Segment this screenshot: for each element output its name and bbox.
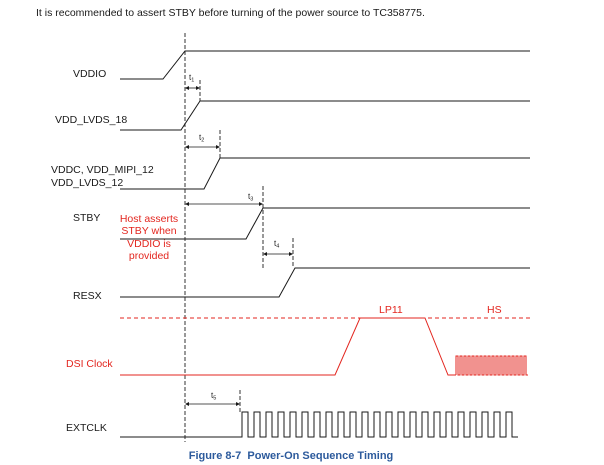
timing-dimension-arrows — [185, 86, 293, 406]
vddio-waveform — [120, 50, 530, 80]
arrowhead-right — [289, 252, 293, 256]
arrowhead-left — [263, 252, 267, 256]
host-assert-annotation: Host asserts STBY when VDDIO is provided — [120, 213, 178, 262]
t2-dimension-arrow — [185, 145, 220, 149]
stby-waveform — [120, 207, 530, 240]
host-note-line: STBY when — [121, 225, 176, 237]
dsi-clock-hs-waveform — [455, 355, 528, 376]
dsi-state-hs: HS — [487, 304, 502, 316]
resx-waveform — [120, 267, 530, 298]
arrowhead-right — [216, 145, 220, 149]
arrowhead-right — [236, 402, 240, 406]
arrowhead-right — [196, 86, 200, 90]
t5-dimension-arrow — [185, 402, 240, 406]
arrowhead-right — [259, 202, 263, 206]
t5-label: t5 — [211, 391, 216, 402]
arrowhead-left — [185, 145, 189, 149]
signal-label-vdd-lvds-18: VDD_LVDS_18 — [55, 114, 127, 126]
dsi-clock-lp-waveform — [120, 317, 456, 376]
host-note-line: Host asserts — [120, 213, 178, 225]
signal-label-extclk: EXTCLK — [66, 422, 107, 434]
t1-label: t1 — [189, 73, 194, 84]
signal-label-vdd-lvds-12: VDD_LVDS_12 — [51, 177, 123, 189]
host-note-line: provided — [129, 250, 169, 262]
t4-label: t4 — [274, 239, 279, 250]
host-note-line: VDDIO is — [127, 238, 171, 250]
t2-label: t2 — [199, 133, 204, 144]
dsi-state-lp11: LP11 — [379, 304, 403, 316]
arrowhead-left — [185, 402, 189, 406]
vddc-waveform — [120, 157, 530, 190]
recommendation-note: It is recommended to assert STBY before … — [36, 7, 425, 19]
t3-dimension-arrow — [185, 202, 263, 206]
figure-caption: Figure 8-7 Power-On Sequence Timing — [189, 450, 394, 462]
arrowhead-left — [185, 202, 189, 206]
signal-label-vddc-mipi: VDDC, VDD_MIPI_12 — [51, 164, 154, 176]
arrowhead-left — [185, 86, 189, 90]
signal-label-stby: STBY — [73, 212, 100, 224]
signal-label-vddio: VDDIO — [73, 68, 106, 80]
signal-label-resx: RESX — [73, 290, 102, 302]
t1-dimension-arrow — [185, 86, 200, 90]
vdd-lvds-18-waveform — [120, 100, 530, 131]
extclk-waveform — [120, 411, 518, 438]
t3-label: t3 — [248, 192, 253, 203]
t4-dimension-arrow — [263, 252, 293, 256]
signal-label-dsi-clock: DSI Clock — [66, 358, 113, 370]
